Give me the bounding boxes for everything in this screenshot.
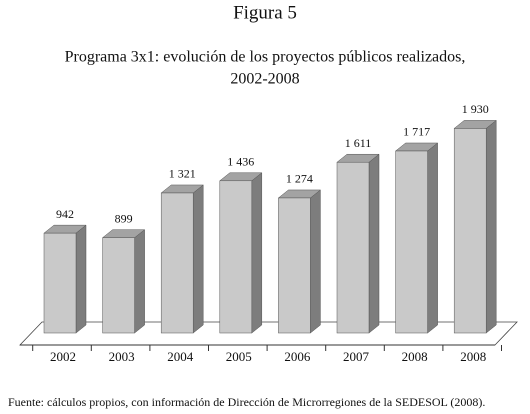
- value-label: 1 274: [286, 172, 313, 186]
- chart-subtitle: Programa 3x1: evolución de los proyectos…: [65, 49, 466, 66]
- bar-side: [368, 153, 380, 334]
- bar-front: [219, 180, 253, 334]
- chart-subtitle: 2002-2008: [230, 71, 299, 88]
- x-tick-label: 2007: [343, 349, 370, 364]
- bar: [394, 142, 439, 334]
- floor: [19, 321, 518, 346]
- value-label: 1 321: [169, 167, 196, 181]
- x-tick-label: 2008: [460, 349, 486, 364]
- bar-front: [43, 232, 77, 334]
- x-tick-label: 2002: [50, 349, 76, 364]
- chart-title: Figura 5: [233, 2, 297, 23]
- bar-front: [395, 150, 428, 334]
- x-tick-label: 2004: [167, 349, 194, 364]
- bar-front: [102, 237, 135, 334]
- value-label: 1 611: [345, 136, 372, 150]
- x-tick-label: 2003: [109, 349, 135, 364]
- bar-front: [278, 197, 311, 334]
- bar-side: [427, 142, 438, 334]
- bar-side: [75, 224, 87, 334]
- x-tick-label: 2005: [226, 349, 252, 364]
- source-note: Fuente: cálculos propios, con informació…: [8, 395, 485, 409]
- bar-side: [192, 184, 204, 334]
- bar-front: [336, 161, 370, 334]
- value-label: 942: [56, 207, 74, 221]
- bar: [160, 184, 204, 334]
- bar: [43, 224, 87, 334]
- bar-front: [160, 192, 194, 334]
- bar: [336, 153, 380, 334]
- x-tick-label: 2008: [402, 349, 428, 364]
- bar-side: [310, 189, 321, 334]
- bar-side: [251, 172, 263, 334]
- bar-side: [134, 229, 145, 334]
- value-label: 1 436: [227, 155, 254, 169]
- value-label: 899: [115, 211, 133, 225]
- bar: [101, 229, 146, 334]
- bar: [219, 172, 263, 334]
- value-label: 1 717: [403, 125, 430, 139]
- bar: [277, 189, 322, 334]
- bar: [453, 119, 497, 334]
- x-tick-label: 2006: [284, 349, 311, 364]
- bar-front: [453, 128, 487, 334]
- bar-side: [485, 119, 497, 334]
- value-label: 1 930: [462, 102, 489, 116]
